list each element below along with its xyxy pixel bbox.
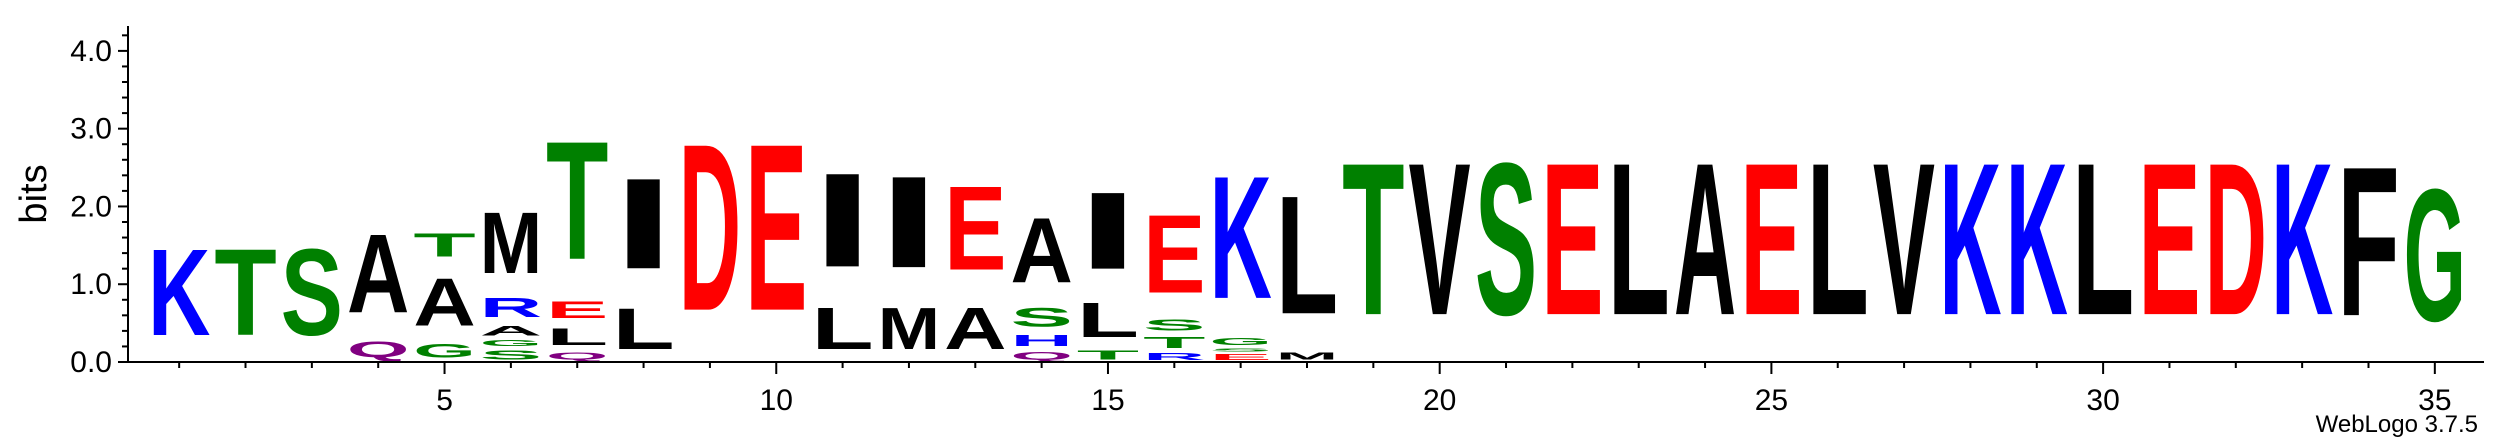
logo-letter-k: K — [2271, 118, 2333, 361]
logo-letter-m: M — [480, 194, 542, 292]
logo-letter-s: S — [1010, 303, 1072, 333]
logo-letter-t: T — [1143, 334, 1205, 351]
logo-letter-l: L — [612, 297, 674, 362]
logo-letter-d: D — [679, 94, 741, 360]
y-tick-label: 0.0 — [70, 346, 112, 379]
logo-letter-e: E — [1143, 191, 1205, 316]
logo-letter-l: L — [1608, 117, 1670, 360]
x-tick-label: 25 — [1755, 384, 1788, 417]
logo-letter-t: T — [413, 227, 475, 264]
logo-letter-q: Q — [546, 350, 608, 362]
logo-letter-d: D — [2205, 118, 2267, 361]
logo-letter-e: E — [1209, 353, 1271, 362]
logo-letter-g: G — [2404, 150, 2466, 361]
logo-letter-s: S — [480, 348, 542, 362]
logo-letter-l: L — [546, 323, 608, 350]
logo-letter-s: S — [1143, 317, 1205, 334]
logo-letter-l: L — [1077, 292, 1139, 347]
logo-letter-a: A — [347, 211, 409, 337]
logo-letter-l: L — [811, 296, 873, 362]
logo-letter-e: E — [2138, 119, 2200, 361]
logo-letter-r: R — [480, 292, 542, 323]
y-tick-label: 4.0 — [70, 35, 112, 68]
logo-letter-i: I — [1077, 170, 1139, 292]
logo-letter-f: F — [2337, 124, 2399, 361]
logo-letter-t: T — [546, 106, 608, 295]
y-tick-label: 1.0 — [70, 268, 112, 301]
logo-letter-g: G — [1209, 336, 1271, 347]
logo-letter-a: A — [480, 323, 542, 338]
logo-letter-e: E — [745, 95, 807, 361]
x-axis-ticks: 5 10 15 20 25 30 35 — [178, 362, 2452, 417]
logo-letter-g: G — [480, 339, 542, 348]
x-tick-label: 15 — [1091, 384, 1124, 417]
logo-letter-e: E — [944, 162, 1006, 296]
x-tick-label: 10 — [760, 384, 793, 417]
logo-letter-a: A — [944, 296, 1006, 362]
logo-letter-t: T — [214, 224, 276, 362]
logo-letter-e: E — [546, 296, 608, 323]
logo-letter-h: H — [1010, 333, 1072, 350]
logo-letter-q: Q — [347, 337, 409, 362]
x-tick-label: 5 — [436, 384, 453, 417]
logo-letter-l: L — [1807, 117, 1869, 360]
logo-letter-m: M — [1276, 351, 1338, 363]
logo-letter-s: S — [1475, 119, 1537, 361]
logo-letter-a: A — [1674, 118, 1736, 361]
y-tick-label: 3.0 — [70, 113, 112, 146]
logo-letter-e: E — [1541, 119, 1603, 361]
logo-letter-s: S — [281, 224, 343, 362]
logo-letter-i: I — [612, 151, 674, 296]
logo-letter-l: L — [2072, 117, 2134, 360]
logo-letter-t: T — [1342, 117, 1404, 360]
logo-letter-t: T — [1077, 348, 1139, 362]
x-tick-label: 20 — [1423, 384, 1456, 417]
logo-letter-e: E — [1740, 119, 1802, 361]
logo-letter-q: Q — [1010, 350, 1072, 362]
logo-letter-k: K — [1209, 141, 1271, 336]
y-axis-label: bits — [13, 164, 55, 223]
logo-letter-v: V — [1873, 119, 1935, 361]
logo-letter-i: I — [878, 149, 940, 295]
x-tick-label: 30 — [2086, 384, 2119, 417]
logo-letter-g: G — [413, 340, 475, 362]
logo-letter-v: V — [1409, 119, 1471, 361]
logo-letter-s: S — [1209, 347, 1271, 352]
weblogo-version-footer: WebLogo 3.7.5 — [2316, 411, 2478, 438]
logo-letter-l: L — [1276, 161, 1338, 350]
logo-letter-m: M — [878, 296, 940, 362]
logo-axes: 0.0 1.0 2.0 3.0 4.0 5 10 15 20 25 30 35 — [70, 26, 2484, 417]
y-axis-ticks: 0.0 1.0 2.0 3.0 4.0 — [70, 34, 128, 379]
logo-letter-a: A — [413, 265, 475, 340]
logo-letter-a: A — [1010, 199, 1072, 302]
x-tick-label: 35 — [2418, 384, 2451, 417]
logo-letter-k: K — [2006, 118, 2068, 361]
logo-letter-k: K — [148, 222, 210, 361]
logo-letter-r: R — [1143, 351, 1205, 362]
y-tick-label: 2.0 — [70, 190, 112, 223]
logo-letter-k: K — [1939, 118, 2001, 361]
logo-letter-i: I — [811, 146, 873, 295]
